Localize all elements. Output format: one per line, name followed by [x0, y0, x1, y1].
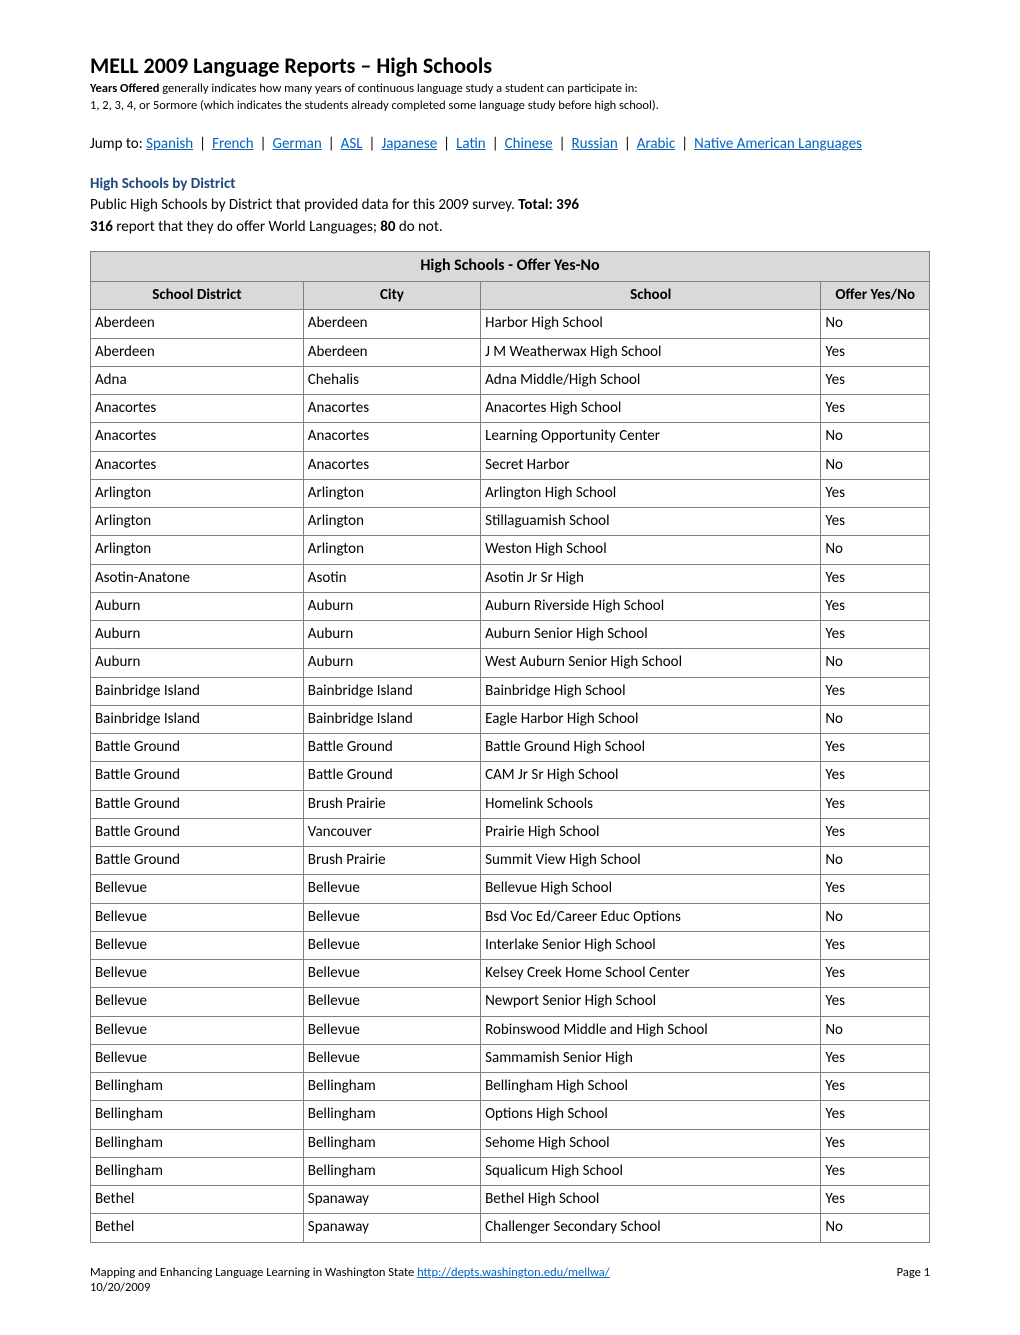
table-row: BellinghamBellinghamBellingham High Scho… [91, 1073, 930, 1101]
intro-line2: 1, 2, 3, 4, or 5ormore (which indicates … [90, 98, 659, 113]
jump-link-spanish[interactable]: Spanish [146, 135, 193, 153]
table-row: AberdeenAberdeenHarbor High SchoolNo [91, 310, 930, 338]
table-row: BellevueBellevueBsd Voc Ed/Career Educ O… [91, 903, 930, 931]
intro-bold: Years Offered [90, 81, 159, 96]
jump-link-french[interactable]: French [212, 135, 254, 153]
schools-table: High Schools - Offer Yes-No School Distr… [90, 251, 930, 1242]
col-district: School District [91, 282, 304, 310]
table-row: ArlingtonArlingtonStillaguamish SchoolYe… [91, 508, 930, 536]
table-row: Battle GroundBrush PrairieHomelink Schoo… [91, 790, 930, 818]
table-row: BethelSpanawayChallenger Secondary Schoo… [91, 1214, 930, 1242]
table-row: Battle GroundBrush PrairieSummit View Hi… [91, 847, 930, 875]
table-row: Bainbridge IslandBainbridge IslandEagle … [91, 705, 930, 733]
page-title: MELL 2009 Language Reports – High School… [90, 52, 930, 79]
table-row: BellevueBellevueInterlake Senior High Sc… [91, 931, 930, 959]
jump-link-german[interactable]: German [273, 135, 322, 153]
table-row: AdnaChehalisAdna Middle/High SchoolYes [91, 366, 930, 394]
table-row: ArlingtonArlingtonWeston High SchoolNo [91, 536, 930, 564]
jump-link-russian[interactable]: Russian [572, 135, 618, 153]
table-row: AuburnAuburnAuburn Senior High SchoolYes [91, 621, 930, 649]
table-row: BellevueBellevueNewport Senior High Scho… [91, 988, 930, 1016]
col-offer: Offer Yes/No [821, 282, 930, 310]
intro-rest: generally indicates how many years of co… [159, 81, 637, 96]
table-row: AnacortesAnacortesSecret HarborNo [91, 451, 930, 479]
jump-link-japanese[interactable]: Japanese [381, 135, 437, 153]
jump-nav: Jump to: Spanish|French|German|ASL|Japan… [90, 135, 930, 153]
section-heading: High Schools by District [90, 175, 930, 193]
jump-link-arabic[interactable]: Arabic [637, 135, 675, 153]
table-row: Battle GroundBattle GroundCAM Jr Sr High… [91, 762, 930, 790]
table-row: BellinghamBellinghamOptions High SchoolY… [91, 1101, 930, 1129]
table-row: BellevueBellevueRobinswood Middle and Hi… [91, 1016, 930, 1044]
table-row: BethelSpanawayBethel High SchoolYes [91, 1186, 930, 1214]
col-city: City [303, 282, 480, 310]
table-row: Battle GroundBattle GroundBattle Ground … [91, 734, 930, 762]
table-row: AnacortesAnacortesLearning Opportunity C… [91, 423, 930, 451]
jump-link-latin[interactable]: Latin [456, 135, 486, 153]
jump-link-asl[interactable]: ASL [341, 135, 363, 153]
desc-line-2: 316 report that they do offer World Lang… [90, 217, 930, 237]
table-row: AnacortesAnacortesAnacortes High SchoolY… [91, 395, 930, 423]
table-row: BellinghamBellinghamSehome High SchoolYe… [91, 1129, 930, 1157]
intro-text: Years Offered generally indicates how ma… [90, 81, 930, 115]
table-row: AuburnAuburnWest Auburn Senior High Scho… [91, 649, 930, 677]
footer-link[interactable]: http://depts.washington.edu/mellwa/ [417, 1265, 610, 1280]
col-school: School [481, 282, 821, 310]
footer: Mapping and Enhancing Language Learning … [90, 1265, 930, 1295]
footer-page: Page 1 [897, 1265, 930, 1295]
table-row: BellevueBellevueSammamish Senior HighYes [91, 1044, 930, 1072]
jump-link-chinese[interactable]: Chinese [505, 135, 553, 153]
table-row: Bainbridge IslandBainbridge IslandBainbr… [91, 677, 930, 705]
table-row: ArlingtonArlingtonArlington High SchoolY… [91, 479, 930, 507]
table-row: Battle GroundVancouverPrairie High Schoo… [91, 818, 930, 846]
jump-label: Jump to: [90, 135, 146, 153]
jump-link-native-american-languages[interactable]: Native American Languages [694, 135, 862, 153]
desc-line-1: Public High Schools by District that pro… [90, 195, 930, 215]
footer-text: Mapping and Enhancing Language Learning … [90, 1265, 417, 1280]
table-row: BellevueBellevueBellevue High SchoolYes [91, 875, 930, 903]
table-row: BellevueBellevueKelsey Creek Home School… [91, 960, 930, 988]
table-row: AuburnAuburnAuburn Riverside High School… [91, 592, 930, 620]
table-row: BellinghamBellinghamSqualicum High Schoo… [91, 1157, 930, 1185]
footer-date: 10/20/2009 [90, 1280, 150, 1295]
table-title: High Schools - Offer Yes-No [91, 252, 930, 282]
table-row: Asotin-AnatoneAsotinAsotin Jr Sr HighYes [91, 564, 930, 592]
table-header-row: School District City School Offer Yes/No [91, 282, 930, 310]
table-row: AberdeenAberdeenJ M Weatherwax High Scho… [91, 338, 930, 366]
